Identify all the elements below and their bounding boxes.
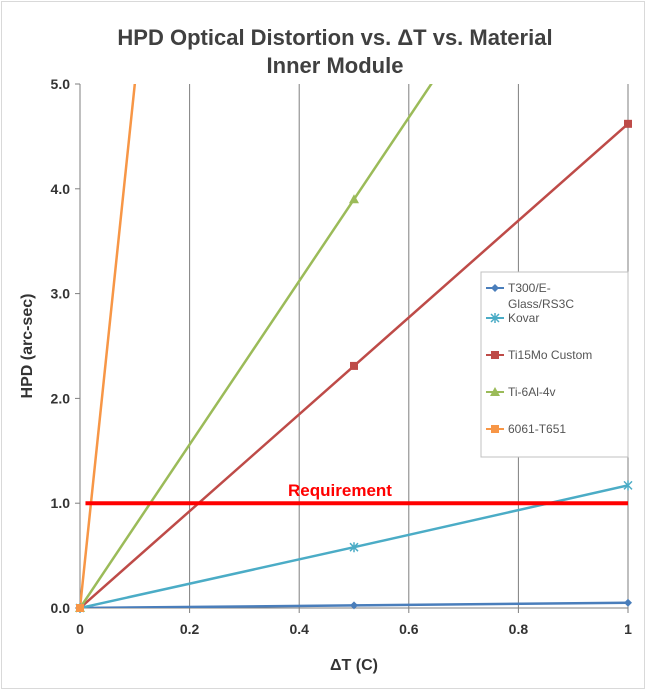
series-1-point-2 [623, 480, 633, 491]
x-tick-label: 0.8 [509, 621, 529, 637]
series-1-point-1 [349, 542, 359, 553]
x-tick-label: 0.6 [399, 621, 419, 637]
x-tick-labels: 0 0.2 0.4 0.6 0.8 1 [76, 621, 632, 637]
requirement-group: Requirement [85, 481, 628, 506]
legend-swatch-marker-4 [491, 425, 499, 433]
y-axis-title: HPD (arc-sec) [19, 294, 36, 399]
x-tick-label: 1 [624, 621, 632, 637]
y-tick-label: 2.0 [51, 390, 71, 406]
requirement-label: Requirement [288, 481, 392, 500]
series-2-point-1 [350, 361, 358, 370]
y-tick-label: 5.0 [51, 76, 71, 92]
legend-label-4: 6061-T651 [508, 422, 566, 436]
chart-title-line-2: Inner Module [267, 53, 404, 78]
series-0-point-2 [624, 598, 632, 607]
y-tick-label: 0.0 [51, 600, 71, 616]
series-2-point-2 [624, 119, 632, 128]
legend-swatch-marker-1 [490, 313, 500, 323]
y-tick-label: 4.0 [51, 181, 71, 197]
y-tick-labels: 0.0 1.0 2.0 3.0 4.0 5.0 [51, 76, 71, 616]
markers-group [75, 119, 633, 613]
legend-label-3: Ti-6Al-4v [508, 385, 556, 399]
x-tick-label: 0 [76, 621, 84, 637]
legend-swatch-marker-2 [491, 351, 499, 359]
legend-swatch-marker-3 [490, 387, 500, 396]
legend-label-0: T300/E- [508, 281, 551, 295]
x-tick-label: 0.2 [180, 621, 200, 637]
chart-title-line-1: HPD Optical Distortion vs. ΔT vs. Materi… [117, 25, 552, 50]
x-axis-title: ΔT (C) [330, 657, 378, 674]
legend-label-2: Ti15Mo Custom [508, 348, 592, 362]
x-tick-label: 0.4 [289, 621, 309, 637]
legend-swatch-marker-0 [491, 284, 499, 292]
y-tick-label: 3.0 [51, 286, 71, 302]
series-3-point-1 [349, 194, 359, 204]
series-0-point-1 [350, 601, 358, 610]
y-tick-label: 1.0 [51, 495, 71, 511]
series-4-point-0 [76, 604, 84, 612]
legend-label-0: Glass/RS3C [508, 297, 574, 311]
legend-label-1: Kovar [508, 311, 539, 325]
legend-box [480, 271, 629, 458]
